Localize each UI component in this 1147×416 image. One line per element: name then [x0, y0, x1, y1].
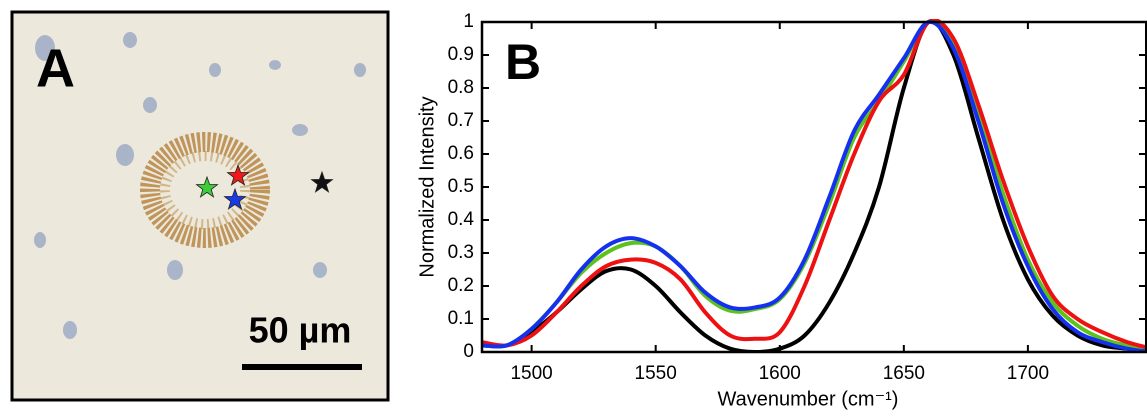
scale-bar-label: 50 µm [249, 310, 352, 351]
y-tick-label: 0.7 [448, 110, 474, 131]
y-tick-label: 0.8 [448, 77, 474, 98]
plaque-core [160, 151, 250, 229]
x-tick-label: 1600 [759, 363, 801, 384]
x-axis-label: Wavenumber (cm⁻¹) [718, 388, 899, 410]
data-lines [482, 19, 1147, 352]
y-tick-label: 0.2 [448, 275, 474, 296]
cells [34, 32, 366, 339]
panel-b: B Wavenumber (cm⁻¹) Normalized Intensity… [416, 11, 1147, 410]
panel-label: B [505, 34, 541, 90]
y-tick-label: 0.4 [448, 209, 475, 230]
panel-frame [10, 10, 390, 402]
plaque [140, 132, 270, 248]
y-tick-label: 0.1 [448, 308, 474, 329]
x-tick-label: 1550 [635, 363, 677, 384]
y-tick-label: 0.9 [448, 44, 474, 65]
data-line [482, 19, 1147, 352]
panel-a: A 50 µm [10, 10, 390, 402]
data-line [482, 19, 1147, 351]
y-tick-label: 0 [463, 341, 474, 362]
data-line [482, 19, 1147, 350]
x-tick-label: 1500 [510, 363, 552, 384]
y-tick-label: 0.5 [448, 176, 474, 197]
y-tick-label: 0.6 [448, 143, 474, 164]
x-tick-label: 1700 [1007, 363, 1049, 384]
data-line [482, 19, 1147, 352]
x-tick-label: 1650 [883, 363, 925, 384]
y-tick-label: 0.3 [448, 242, 474, 263]
panel-label: A [36, 38, 75, 98]
axis-frame [480, 20, 1147, 354]
y-tick-label: 1 [463, 11, 474, 32]
y-axis-label: Normalized Intensity [416, 96, 438, 277]
